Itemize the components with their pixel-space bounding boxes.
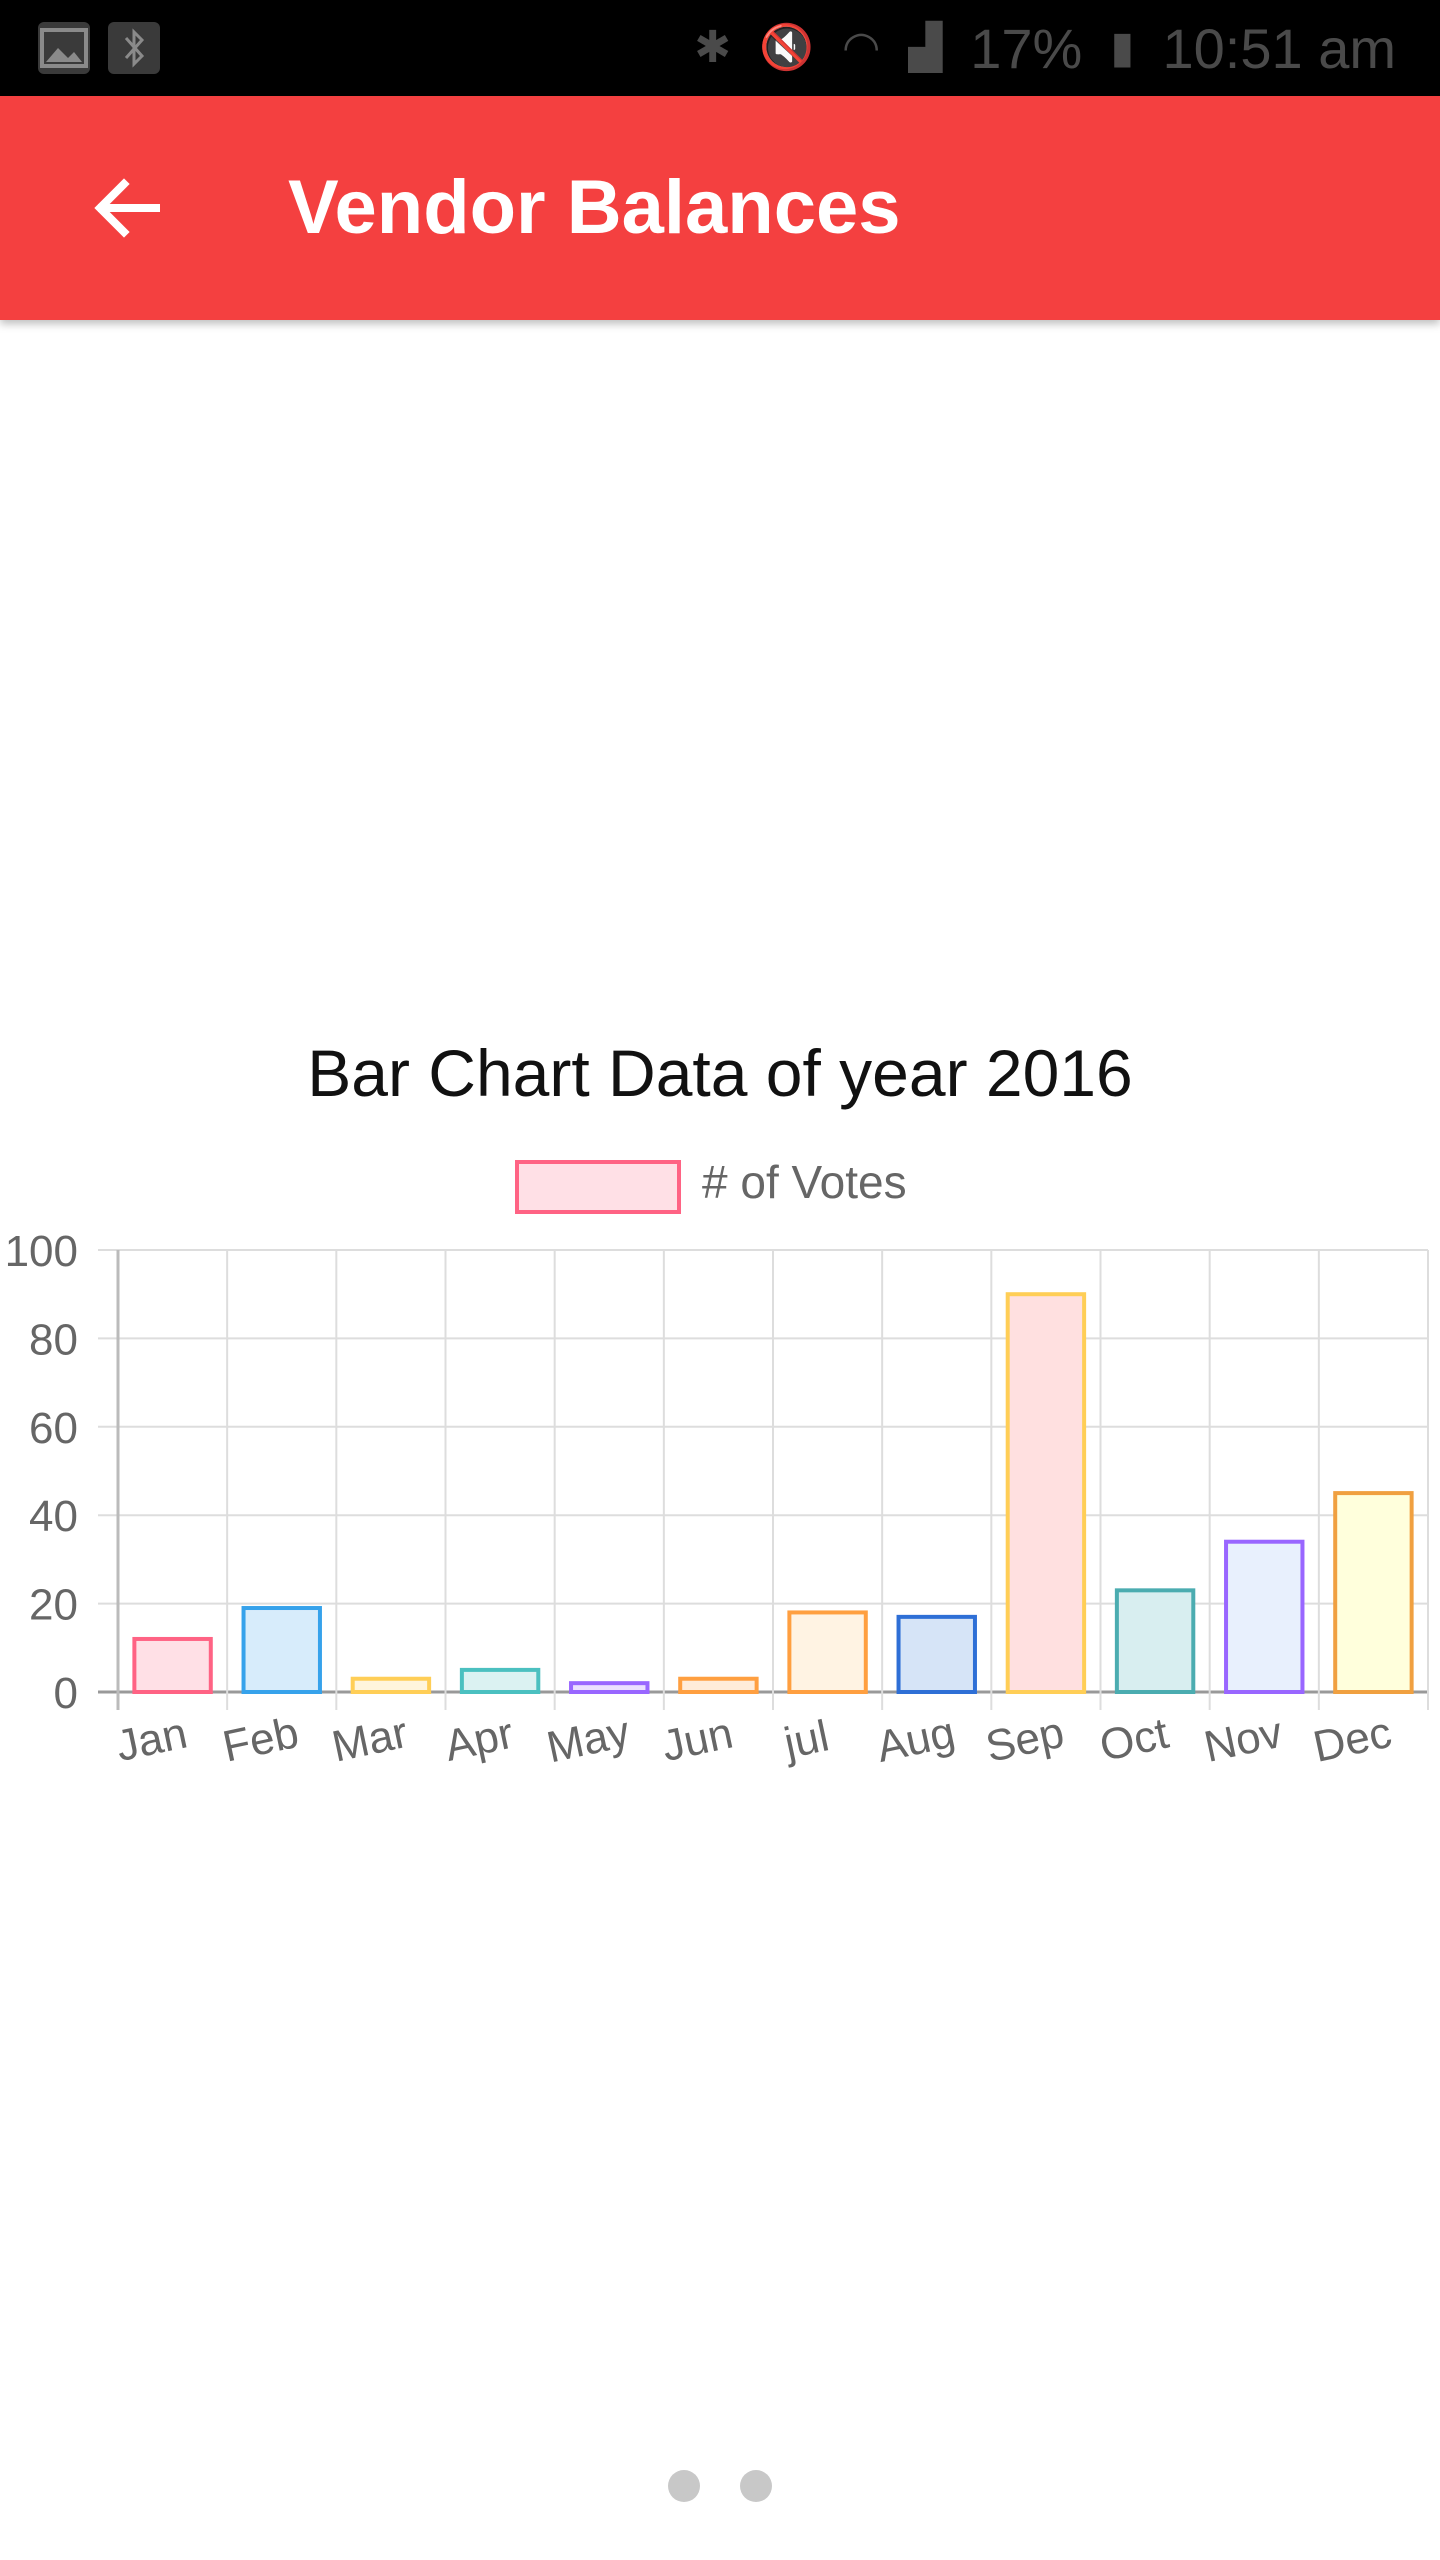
bar [569,1681,650,1694]
bar [896,1614,977,1694]
bluetooth-icon: ✱ [694,22,732,73]
page-dot[interactable] [668,2470,700,2502]
page-dot[interactable] [740,2470,772,2502]
back-button[interactable] [76,156,180,260]
arrow-left-icon [94,178,160,238]
y-tick-label: 0 [54,1669,78,1718]
x-tick-label: Jan [112,1708,192,1771]
x-tick-label: Nov [1200,1708,1287,1772]
x-tick-label: Dec [1309,1708,1396,1772]
mute-icon: 🔇 [759,22,814,73]
y-tick-label: 100 [5,1227,78,1276]
bar [787,1610,868,1694]
bar-chart: Bar Chart Data of year 2016 # of Votes 0 20… [5,1036,1429,1772]
x-tick-label: Feb [219,1708,303,1772]
x-tick-label: Oct [1095,1709,1172,1771]
page-title: Vendor Balances [288,165,901,250]
bar [241,1606,322,1695]
legend-swatch [515,1160,681,1214]
chart-title: Bar Chart Data of year 2016 [307,1036,1132,1110]
y-tick-label: 20 [29,1581,78,1630]
app-bar: Vendor Balances [0,96,1440,320]
bar [1114,1588,1196,1695]
wifi-icon: ◠ [841,22,881,73]
gallery-icon [38,22,90,74]
page-indicator [0,2470,1440,2502]
clock: 10:51 am [1162,16,1397,80]
bluetooth-icon [108,22,160,74]
x-tick-label: Aug [872,1708,959,1772]
x-tick-label: May [542,1707,633,1772]
bar [678,1676,759,1694]
x-tick-label: Mar [328,1708,412,1772]
bar [1333,1491,1414,1694]
bar [459,1667,541,1695]
y-tick-label: 80 [29,1315,78,1364]
signal-icon: ▟ [908,22,943,73]
y-tick-label: 60 [29,1404,78,1453]
legend-label: # of Votes [702,1156,907,1208]
bar [1005,1292,1087,1694]
x-tick-label: Apr [440,1709,517,1771]
x-tick-label: jul [778,1711,833,1768]
bar [132,1636,213,1695]
status-bar: ✱ 🔇 ◠ ▟ 17% ▮ 10:51 am [0,0,1440,96]
x-tick-label: Jun [658,1708,738,1771]
x-tick-label: Sep [982,1708,1069,1772]
bar [350,1676,432,1694]
battery-percent: 17% [970,16,1083,80]
bar [1224,1539,1305,1694]
battery-charging-icon: ▮ [1110,22,1135,73]
status-right: ✱ 🔇 ◠ ▟ 17% ▮ 10:51 am [694,0,1396,96]
y-tick-label: 40 [29,1492,78,1541]
